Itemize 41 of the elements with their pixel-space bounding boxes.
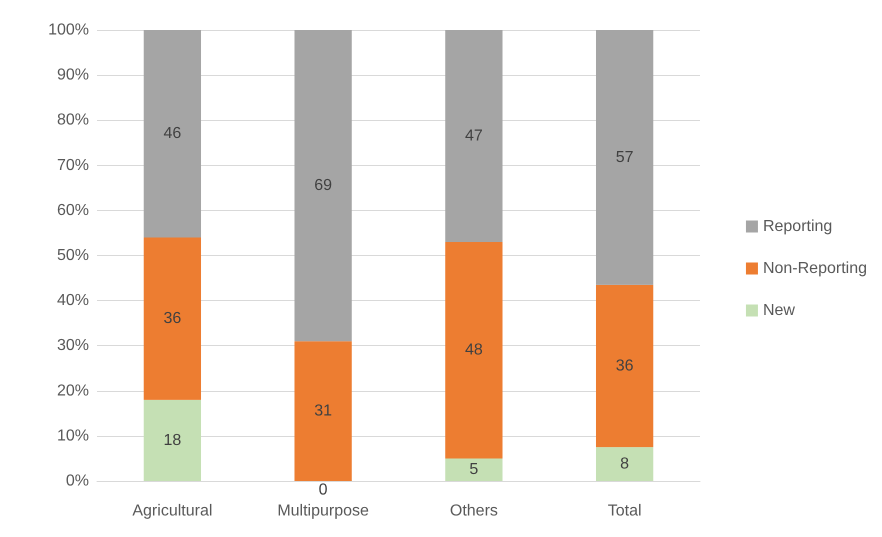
legend-label: Reporting — [762, 218, 832, 235]
bar — [596, 447, 654, 481]
bar — [294, 341, 352, 481]
legend-label: Non-Reporting — [762, 260, 868, 277]
data-label: 0 — [318, 482, 328, 498]
data-label: 69 — [314, 177, 332, 194]
data-label: 48 — [464, 342, 483, 359]
bar — [596, 30, 654, 285]
y-tick-label: 30% — [56, 337, 89, 354]
x-tick-label: Total — [608, 502, 642, 520]
data-label: 5 — [469, 461, 478, 478]
y-tick-label: 10% — [56, 427, 89, 444]
y-tick-label: 70% — [56, 156, 89, 174]
data-label: 47 — [464, 127, 483, 144]
y-tick-label: 20% — [56, 382, 89, 400]
bar — [596, 284, 654, 448]
bar — [294, 30, 352, 342]
data-label: 36 — [163, 310, 182, 328]
y-tick-label: 50% — [56, 247, 89, 264]
data-label: 57 — [616, 148, 634, 166]
bar — [144, 237, 202, 400]
x-tick-label: Others — [450, 502, 498, 520]
bar — [445, 458, 503, 481]
bar — [144, 400, 202, 481]
y-tick-label: 0% — [66, 472, 89, 490]
bar — [445, 242, 503, 458]
data-label: 46 — [163, 125, 182, 142]
y-tick-label: 60% — [56, 202, 89, 219]
x-tick-label: Agricultural — [132, 502, 212, 520]
bar — [445, 30, 503, 242]
legend-label: New — [762, 302, 796, 319]
x-tick-label: Multipurpose — [277, 502, 370, 520]
data-label: 31 — [314, 402, 332, 420]
y-tick-label: 100% — [48, 22, 89, 38]
bar — [144, 30, 202, 238]
y-tick-label: 80% — [56, 112, 89, 129]
y-tick-label: 90% — [56, 66, 89, 84]
data-label: 8 — [620, 456, 630, 473]
data-label: 36 — [616, 357, 634, 374]
data-label: 18 — [163, 432, 182, 449]
y-tick-label: 40% — [56, 292, 89, 310]
